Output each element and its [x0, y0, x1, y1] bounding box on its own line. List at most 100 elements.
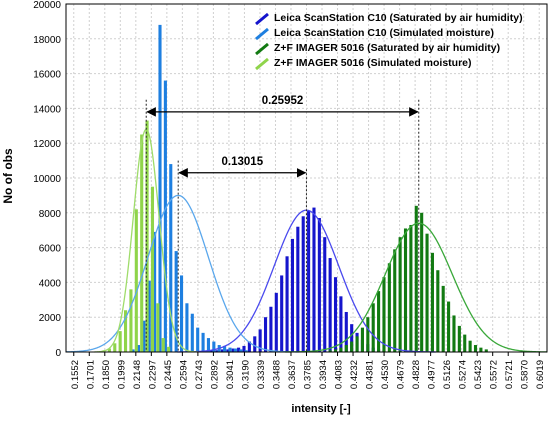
x-tick-label: 0.6019 [535, 360, 546, 389]
x-tick-label: 0.2743 [194, 360, 205, 389]
histogram-bar [301, 216, 305, 352]
y-tick-label: 12000 [33, 139, 61, 150]
histogram-bar [134, 209, 138, 352]
fit-curve [66, 194, 299, 353]
x-tick-label: 0.3339 [256, 360, 267, 389]
legend-label: Leica ScanStation C10 (Simulated moistur… [274, 27, 494, 39]
histogram-bar [382, 277, 386, 352]
histogram-bar [201, 332, 205, 352]
x-tick-label: 0.3488 [271, 360, 282, 389]
histogram-bar [140, 134, 144, 352]
histogram-bar [290, 238, 294, 352]
histogram-bar [247, 341, 251, 352]
x-tick-label: 0.3041 [225, 360, 236, 389]
x-tick-label: 0.4232 [349, 360, 360, 389]
histogram-bar [258, 329, 262, 352]
histogram-bar [228, 347, 232, 352]
histogram-bar [398, 237, 402, 352]
y-tick-label: 8000 [39, 209, 62, 220]
y-tick-label: 16000 [33, 70, 61, 81]
histogram-bar [220, 349, 225, 352]
y-tick-label: 2000 [39, 313, 62, 324]
histogram-bar [479, 347, 483, 352]
histogram-bar [484, 349, 488, 352]
histogram-bar [263, 317, 268, 352]
histogram-bar [161, 338, 165, 352]
x-tick-label: 0.4083 [334, 360, 345, 389]
distance-label: 0.13015 [222, 156, 264, 168]
histogram-bar [414, 205, 418, 352]
x-tick-label: 0.2892 [209, 360, 220, 389]
histogram-bar [226, 349, 230, 352]
histogram-bar [280, 275, 284, 352]
x-axis-title: intensity [-] [291, 403, 351, 415]
x-tick-label: 0.1701 [85, 360, 96, 389]
histogram-bar [239, 349, 243, 352]
x-tick-label: 0.4530 [380, 360, 391, 389]
y-tick-label: 0 [55, 348, 61, 359]
histogram-bar [393, 249, 397, 352]
histogram-bar [169, 164, 173, 352]
histogram-bar [150, 186, 155, 352]
histogram-bar [123, 310, 128, 352]
histogram-bar [350, 341, 354, 352]
legend: Leica ScanStation C10 (Saturated by air … [255, 12, 523, 71]
histogram-bar [360, 327, 364, 352]
x-tick-label: 0.3785 [303, 360, 314, 389]
histogram-bar [113, 343, 117, 352]
histogram-bar [447, 301, 451, 352]
legend-swatch [255, 57, 269, 71]
y-tick-label: 14000 [33, 104, 61, 115]
histogram-bar [377, 291, 381, 352]
x-tick-label: 0.2594 [178, 360, 189, 389]
histogram-bar [179, 275, 184, 352]
histogram-bar [339, 296, 343, 352]
histogram-bar [430, 252, 434, 352]
histogram-bar [167, 346, 171, 352]
histogram-bar [333, 277, 338, 352]
legend-label: Leica ScanStation C10 (Saturated by air … [274, 12, 523, 24]
legend-swatch [255, 42, 269, 56]
histogram-bar [317, 218, 321, 352]
x-tick-label: 0.2148 [132, 360, 143, 389]
histogram-bar [436, 270, 440, 352]
histogram-bar [196, 327, 200, 352]
y-axis-title: No of obs [1, 148, 15, 204]
histogram-bar [339, 347, 343, 352]
histogram-bar [244, 350, 248, 352]
histogram-bar [425, 233, 429, 352]
x-tick-label: 0.5126 [442, 360, 453, 389]
histogram-bar [463, 334, 467, 352]
legend-label: Z+F IMAGER 5016 (Saturated by air humidi… [274, 42, 500, 54]
x-tick-label: 0.2297 [147, 360, 158, 389]
histogram-bar [142, 320, 146, 352]
histogram-bar [223, 345, 227, 352]
histogram-bar [231, 348, 235, 352]
x-tick-label: 0.4381 [365, 360, 376, 389]
histogram-bar [233, 348, 237, 352]
histogram-bar [131, 349, 135, 352]
x-tick-label: 0.1552 [70, 360, 81, 389]
histogram-bar [274, 292, 278, 352]
x-tick-label: 0.5721 [504, 360, 515, 389]
legend-swatch [255, 27, 269, 41]
histogram-bar [163, 80, 167, 352]
histogram-bar [107, 348, 111, 352]
histogram-bar [136, 345, 141, 352]
histogram-bar [242, 345, 246, 352]
histogram-bar [371, 303, 375, 352]
y-tick-label: 6000 [39, 244, 62, 255]
x-tick-label: 0.5572 [489, 360, 500, 389]
histogram-bar [147, 280, 151, 352]
histogram-bar [323, 237, 327, 352]
y-tick-label: 18000 [33, 35, 61, 46]
histogram-bar [409, 224, 413, 352]
x-tick-label: 0.1850 [101, 360, 112, 389]
histogram-bar [403, 228, 408, 352]
x-tick-label: 0.5423 [473, 360, 484, 389]
histogram-bar [457, 325, 461, 352]
histogram-bar [307, 211, 311, 352]
legend-label: Z+F IMAGER 5016 (Simulated moisture) [274, 57, 472, 69]
histogram-bar [344, 345, 348, 352]
